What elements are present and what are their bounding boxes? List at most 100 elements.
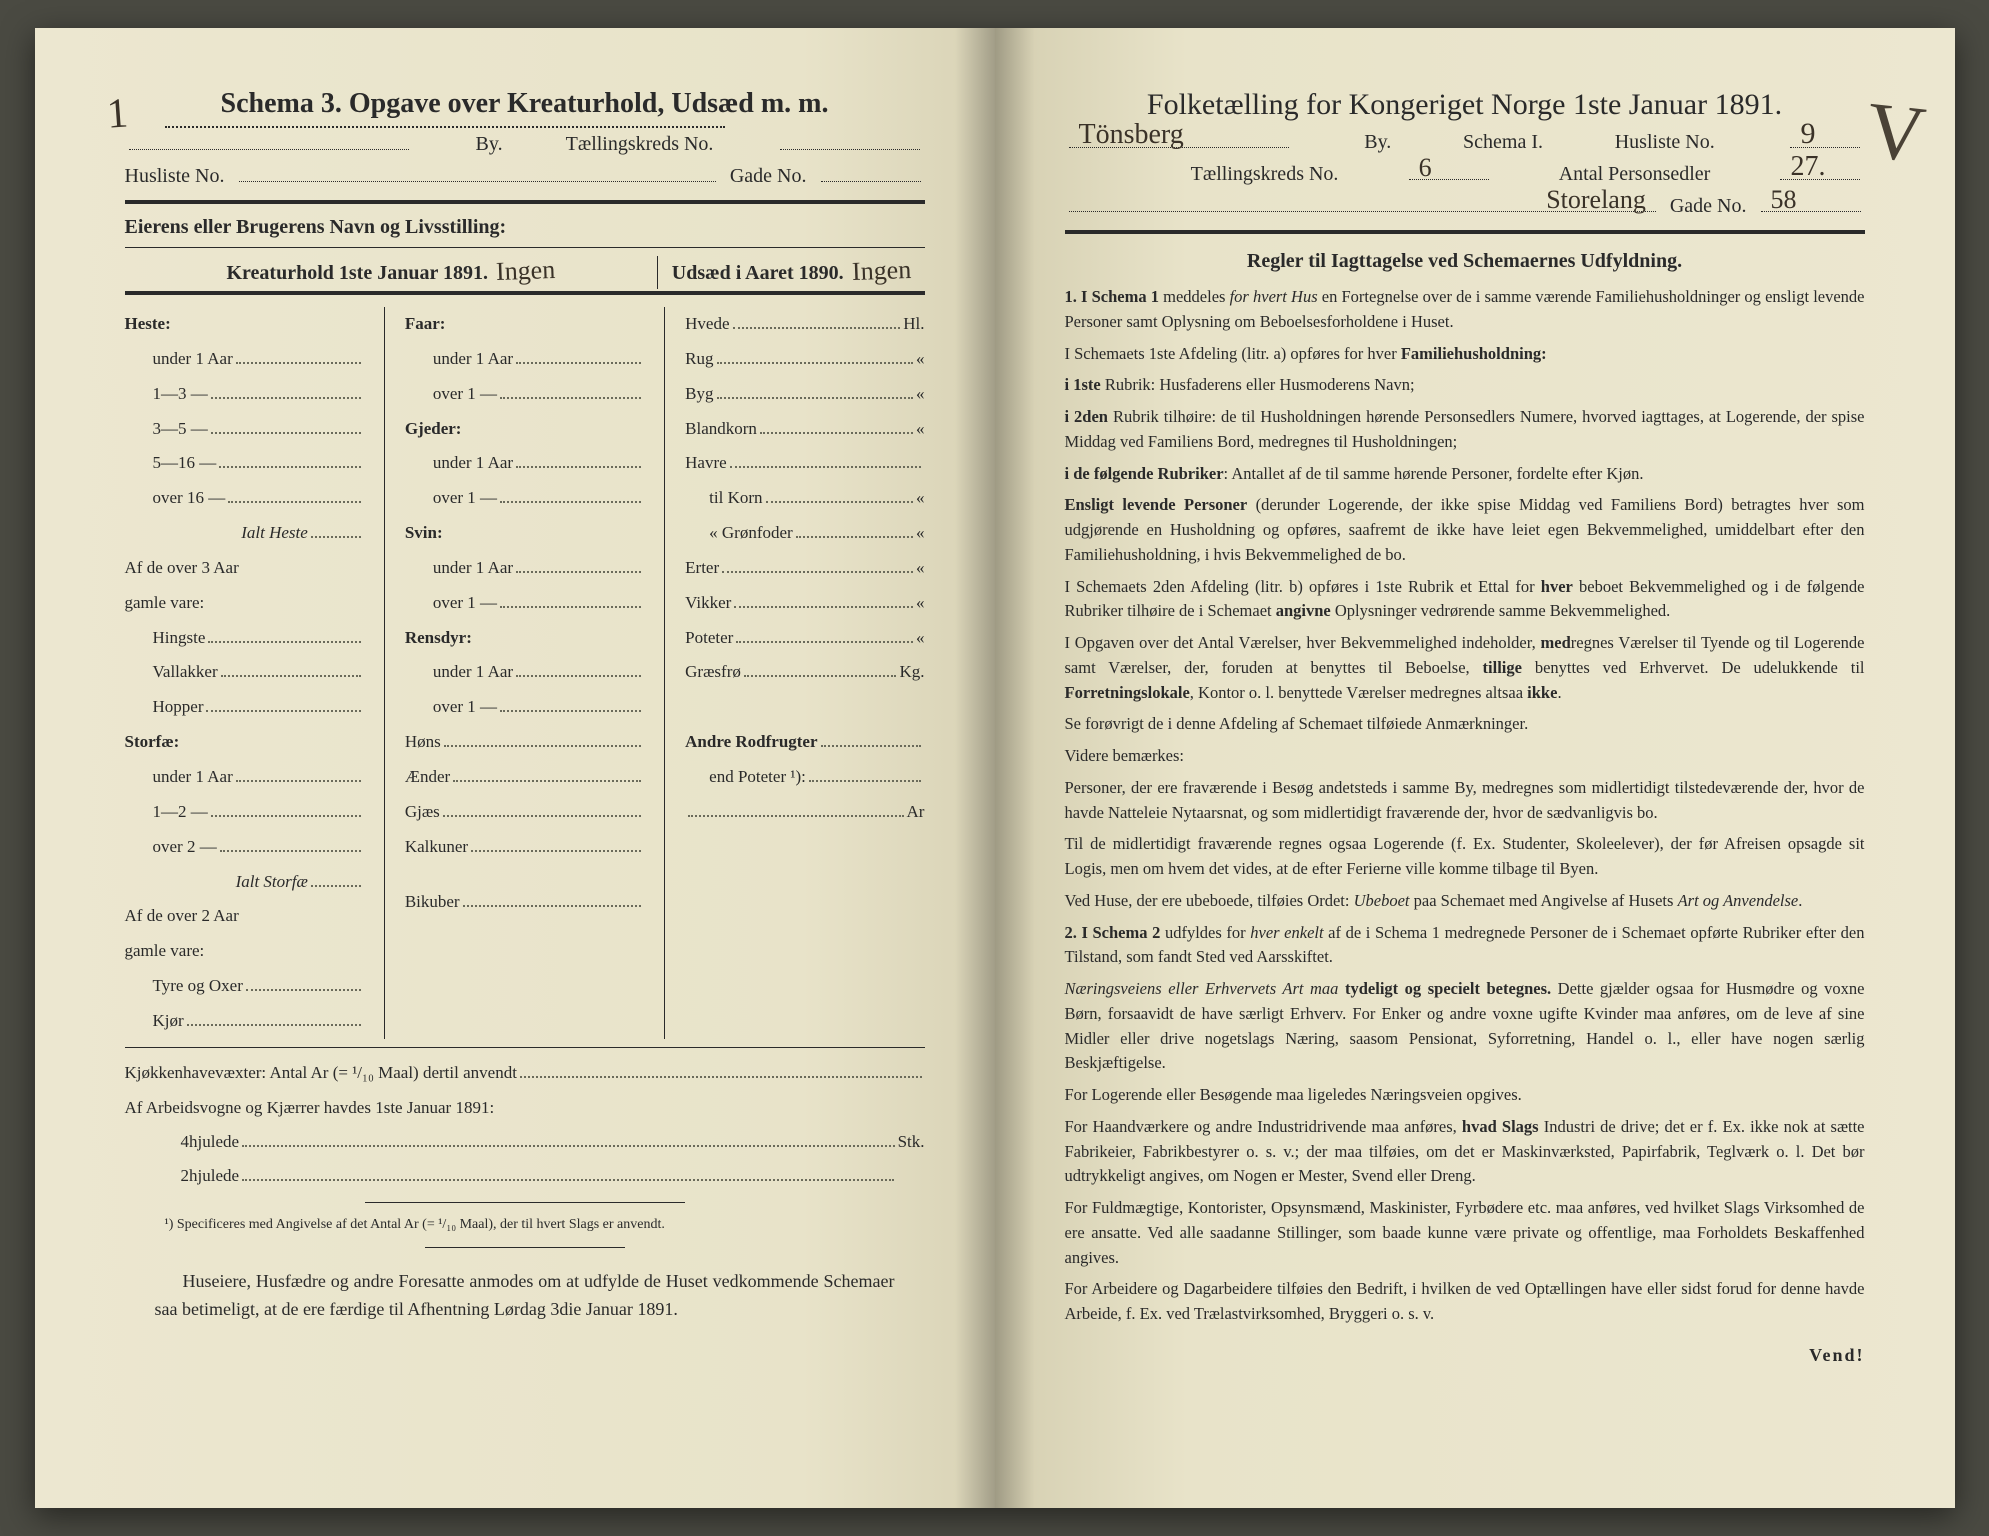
form-row: over 1 — xyxy=(405,690,644,725)
rules-paragraph: Næringsveiens eller Erhvervets Art maa t… xyxy=(1065,977,1865,1076)
form-row: over 1 — xyxy=(405,586,644,621)
book-spread: 1 Schema 3. Opgave over Kreaturhold, Uds… xyxy=(35,28,1955,1508)
seed-row: Andre Rodfrugter xyxy=(685,725,924,760)
personsedler-label: Antal Personsedler xyxy=(1559,163,1711,186)
form-row: Vallakker xyxy=(125,655,364,690)
col2-handwriting: Ingen xyxy=(851,255,911,287)
4hjul-label: 4hjulede xyxy=(181,1125,240,1160)
seed-row: GræsfrøKg. xyxy=(685,655,924,690)
group-head: Faar: xyxy=(405,307,644,342)
4hjul-row: 4hjulede Stk. xyxy=(125,1125,925,1160)
census-title: Folketælling for Kongeriget Norge 1ste J… xyxy=(1065,88,1865,122)
gadename-hand: Storelang xyxy=(1546,185,1646,215)
by-kreds-row: By. Tællingskreds No. xyxy=(125,130,925,156)
form-tail: Ialt Heste xyxy=(125,516,364,551)
seed-row: Havre xyxy=(685,446,924,481)
husliste-label: Husliste No. xyxy=(125,165,225,188)
gade-no-hand: 58 xyxy=(1771,185,1797,215)
form-row: 5—16 — xyxy=(125,446,364,481)
seed-row xyxy=(685,690,924,725)
owner-line: Eierens eller Brugerens Navn og Livsstil… xyxy=(125,216,925,239)
form-row: over 1 — xyxy=(405,481,644,516)
kreds-label: Tællingskreds No. xyxy=(566,133,714,156)
form-row: Høns xyxy=(405,725,644,760)
rules-paragraph: Se forøvrigt de i denne Afdeling af Sche… xyxy=(1065,712,1865,737)
seed-row: Rug« xyxy=(685,342,924,377)
seed-row: Vikker« xyxy=(685,586,924,621)
form-row: 3—5 — xyxy=(125,412,364,447)
schema-title-text: Opgave over Kreaturhold, Udsæd m. m. xyxy=(349,88,829,119)
stk-label-1: Stk. xyxy=(898,1125,925,1160)
group-head: Heste: xyxy=(125,307,364,342)
2hjul-row: 2hjulede xyxy=(125,1159,925,1194)
form-row: Kalkuner xyxy=(405,830,644,865)
rules-paragraph: 1. I Schema 1 meddeles for hvert Hus en … xyxy=(1065,285,1865,335)
rules-paragraph: I Schemaets 2den Afdeling (litr. b) opfø… xyxy=(1065,575,1865,625)
handwritten-checkmark: V xyxy=(1862,85,1929,182)
seed-row: Blandkorn« xyxy=(685,412,924,447)
form-row: under 1 Aar xyxy=(405,342,644,377)
form-row: Tyre og Oxer xyxy=(125,969,364,1004)
group-head: Svin: xyxy=(405,516,644,551)
form-row: under 1 Aar xyxy=(405,655,644,690)
rules-prose: 1. I Schema 1 meddeles for hvert Hus en … xyxy=(1065,285,1865,1327)
schema3-title: Schema 3. Opgave over Kreaturhold, Udsæd… xyxy=(125,88,925,120)
kjokken-row: Kjøkkenhavevæxter: Antal Ar (= ¹/₁₀ Maal… xyxy=(125,1056,925,1091)
kreds-person-row: Tællingskreds No. 6 Antal Personsedler 2… xyxy=(1065,160,1865,186)
rules-paragraph: 2. I Schema 2 udfyldes for hver enkelt a… xyxy=(1065,921,1865,971)
group-subhead: Af de over 3 Aar xyxy=(125,551,364,586)
col1-handwriting: Ingen xyxy=(495,255,555,287)
form-row: Bikuber xyxy=(405,885,644,920)
city-handwriting: Tönsberg xyxy=(1079,119,1184,151)
rules-paragraph: i de følgende Rubriker: Antallet af de t… xyxy=(1065,462,1865,487)
form-row: 1—2 — xyxy=(125,795,364,830)
rules-paragraph: For Arbeidere og Dagarbeidere tilføies d… xyxy=(1065,1277,1865,1327)
rules-paragraph: i 2den Rubrik tilhøire: de til Husholdni… xyxy=(1065,405,1865,455)
group-head: Storfæ: xyxy=(125,725,364,760)
form-row: Hopper xyxy=(125,690,364,725)
col1-title: Kreaturhold 1ste Januar 1891. xyxy=(226,262,488,289)
form-row: Kjør xyxy=(125,1004,364,1039)
group-subhead: gamle vare: xyxy=(125,586,364,621)
form-row: under 1 Aar xyxy=(405,551,644,586)
group-head: Gjeder: xyxy=(405,412,644,447)
seed-row: til Korn« xyxy=(685,481,924,516)
footnote-1: ¹) Specificeres med Angivelse af det Ant… xyxy=(165,1217,885,1233)
rules-paragraph: Personer, der ere fraværende i Besøg and… xyxy=(1065,776,1865,826)
by-label: By. xyxy=(476,133,503,156)
col2-title: Udsæd i Aaret 1890. xyxy=(672,262,844,289)
seed-row: Erter« xyxy=(685,551,924,586)
2hjul-label: 2hjulede xyxy=(181,1159,240,1194)
form-row: over 1 — xyxy=(405,377,644,412)
husliste-gade-row: Husliste No. Gade No. xyxy=(125,162,925,188)
seed-row: « Grønfoder« xyxy=(685,516,924,551)
livestock-col-a: Heste:under 1 Aar1—3 —3—5 —5—16 —over 16… xyxy=(125,307,385,1039)
handwritten-page-number: 1 xyxy=(105,89,129,138)
form-row: under 1 Aar xyxy=(405,446,644,481)
group-subhead: Af de over 2 Aar xyxy=(125,899,364,934)
seed-row: Poteter« xyxy=(685,621,924,656)
rules-subhead: Regler til Iagttagelse ved Schemaernes U… xyxy=(1065,250,1865,273)
arbeids-line: Af Arbeidsvogne og Kjærrer havdes 1ste J… xyxy=(125,1091,925,1125)
group-subhead: gamle vare: xyxy=(125,934,364,969)
rules-paragraph: For Fuldmægtige, Kontorister, Opsynsmænd… xyxy=(1065,1196,1865,1270)
gade-label-r: Gade No. xyxy=(1670,195,1747,218)
form-row: Ænder xyxy=(405,760,644,795)
form-tail: Ialt Storfæ xyxy=(125,865,364,900)
seed-row: Ar xyxy=(685,795,924,830)
form-row: Gjæs xyxy=(405,795,644,830)
livestock-col-b: Faar:under 1 Aarover 1 —Gjeder:under 1 A… xyxy=(385,307,665,1039)
seed-col: HvedeHl.Rug«Byg«Blandkorn«Havretil Korn«… xyxy=(665,307,924,1039)
rules-paragraph: Ensligt levende Personer (derunder Loger… xyxy=(1065,493,1865,567)
rules-paragraph: Til de midlertidigt fraværende regnes og… xyxy=(1065,832,1865,882)
by-label-r: By. xyxy=(1364,131,1391,154)
rules-paragraph: For Logerende eller Besøgende maa ligele… xyxy=(1065,1083,1865,1108)
seed-row: HvedeHl. xyxy=(685,307,924,342)
rules-paragraph: Videre bemærkes: xyxy=(1065,744,1865,769)
bottom-note: Huseiere, Husfædre og andre Foresatte an… xyxy=(155,1268,895,1324)
rules-paragraph: I Schemaets 1ste Afdeling (litr. a) opfø… xyxy=(1065,342,1865,367)
rules-paragraph: I Opgaven over det Antal Værelser, hver … xyxy=(1065,631,1865,705)
form-row: over 16 — xyxy=(125,481,364,516)
form-row: Hingste xyxy=(125,621,364,656)
kreds-label-r: Tællingskreds No. xyxy=(1191,163,1339,186)
